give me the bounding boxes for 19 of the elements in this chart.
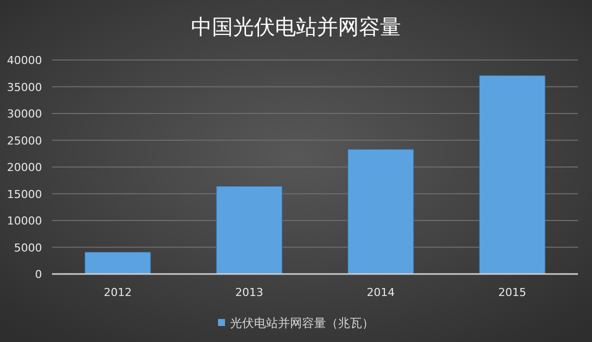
bar: [216, 186, 282, 274]
legend: 光伏电站并网容量（兆瓦）: [218, 316, 374, 330]
bar: [348, 149, 414, 274]
y-tick-label: 35000: [7, 80, 42, 94]
y-tick-label: 20000: [7, 161, 42, 174]
x-tick-label: 2015: [498, 286, 526, 299]
bar: [84, 252, 151, 274]
y-tick-label: 5000: [14, 241, 42, 254]
x-tick-label: 2012: [104, 286, 132, 299]
y-tick-label: 10000: [7, 214, 42, 228]
y-tick-label: 40000: [7, 54, 42, 67]
y-tick-label: 15000: [7, 188, 42, 201]
x-tick-label: 2014: [366, 286, 395, 299]
y-tick-label: 25000: [7, 134, 42, 148]
x-tick-label: 2013: [235, 286, 264, 299]
chart-title: 中国光伏电站并网容量: [191, 15, 401, 39]
y-tick-label: 0: [35, 268, 42, 281]
bar: [479, 75, 546, 274]
y-tick-label: 30000: [7, 108, 42, 120]
